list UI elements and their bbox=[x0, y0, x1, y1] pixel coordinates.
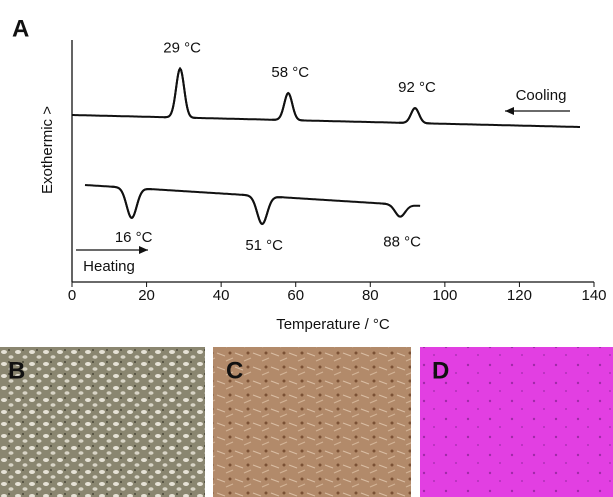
peak-label: 58 °C bbox=[271, 64, 309, 81]
x-tick-label: 140 bbox=[581, 287, 606, 304]
trace bbox=[72, 66, 580, 128]
legend-label: Cooling bbox=[516, 87, 567, 104]
panel-label: A bbox=[12, 15, 29, 42]
peak-label: 29 °C bbox=[163, 40, 201, 57]
peak bbox=[380, 202, 421, 218]
peak bbox=[164, 66, 197, 119]
peak-label: 88 °C bbox=[383, 234, 421, 251]
x-axis-label: Temperature / °C bbox=[276, 316, 390, 333]
peak bbox=[242, 193, 283, 226]
micrograph bbox=[420, 347, 613, 497]
micrograph bbox=[213, 347, 411, 497]
x-tick-label: 80 bbox=[362, 287, 379, 304]
peak-label: 51 °C bbox=[245, 237, 283, 254]
peak bbox=[399, 107, 432, 125]
arrow-head bbox=[139, 246, 148, 254]
micrograph bbox=[0, 347, 205, 497]
x-tick-label: 40 bbox=[213, 287, 230, 304]
arrow-head bbox=[505, 107, 514, 115]
peak-label: 16 °C bbox=[115, 229, 153, 246]
x-tick-label: 20 bbox=[138, 287, 155, 304]
x-tick-label: 60 bbox=[287, 287, 304, 304]
peak-label: 92 °C bbox=[398, 79, 436, 96]
panel-label: B bbox=[8, 357, 25, 384]
x-tick-label: 0 bbox=[68, 287, 76, 304]
x-tick-label: 120 bbox=[507, 287, 532, 304]
x-tick-label: 100 bbox=[432, 287, 457, 304]
panel-label: C bbox=[226, 357, 243, 384]
peak bbox=[111, 185, 152, 220]
panel-label: D bbox=[432, 357, 449, 384]
peak bbox=[272, 91, 305, 122]
y-axis-label: Exothermic > bbox=[39, 106, 56, 194]
legend-label: Heating bbox=[83, 258, 135, 275]
